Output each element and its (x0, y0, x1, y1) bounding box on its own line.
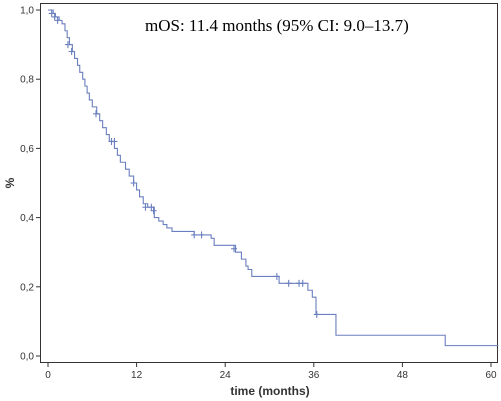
x-tick-label: 60 (485, 370, 497, 381)
censor-mark (54, 16, 61, 24)
x-axis: 0 12 24 36 48 60 (45, 362, 497, 381)
y-tick-label: 0,0 (20, 352, 34, 363)
censor-mark (48, 9, 55, 17)
y-tick-label: 0,2 (20, 282, 34, 293)
censor-mark (68, 48, 75, 56)
censor-mark (142, 203, 149, 211)
survival-curve (48, 9, 499, 347)
x-tick-label: 24 (220, 370, 232, 381)
censor-mark (273, 272, 280, 280)
y-tick-label: 0,8 (20, 75, 34, 86)
censor-mark (64, 41, 71, 49)
y-axis: 0,0 0,2 0,4 0,6 0,8 1,0 (20, 6, 41, 363)
y-tick-label: 1,0 (20, 6, 34, 17)
y-tick-label: 0,6 (20, 144, 34, 155)
x-axis-title: time (months) (230, 384, 309, 398)
y-tick-label: 0,4 (20, 213, 34, 224)
censor-mark (130, 179, 137, 187)
censor-mark (285, 279, 292, 287)
x-tick-label: 48 (397, 370, 409, 381)
censor-mark (313, 310, 320, 318)
survival-curve-layer (48, 9, 499, 347)
censor-mark (150, 207, 157, 215)
censor-mark (299, 279, 306, 287)
x-tick-label: 36 (308, 370, 320, 381)
censor-mark (191, 231, 198, 239)
x-tick-label: 0 (45, 370, 51, 381)
plot-area (40, 3, 498, 363)
censor-marks-layer (48, 9, 320, 318)
plot-frame (40, 3, 498, 363)
y-axis-title: % (3, 177, 17, 188)
censor-mark (111, 137, 118, 145)
censor-mark (51, 13, 58, 21)
x-tick-label: 12 (131, 370, 143, 381)
censor-mark (231, 245, 238, 253)
censor-mark (92, 110, 99, 118)
censor-mark (198, 231, 205, 239)
median-os-annotation: mOS: 11.4 months (95% CI: 9.0–13.7) (145, 16, 409, 35)
